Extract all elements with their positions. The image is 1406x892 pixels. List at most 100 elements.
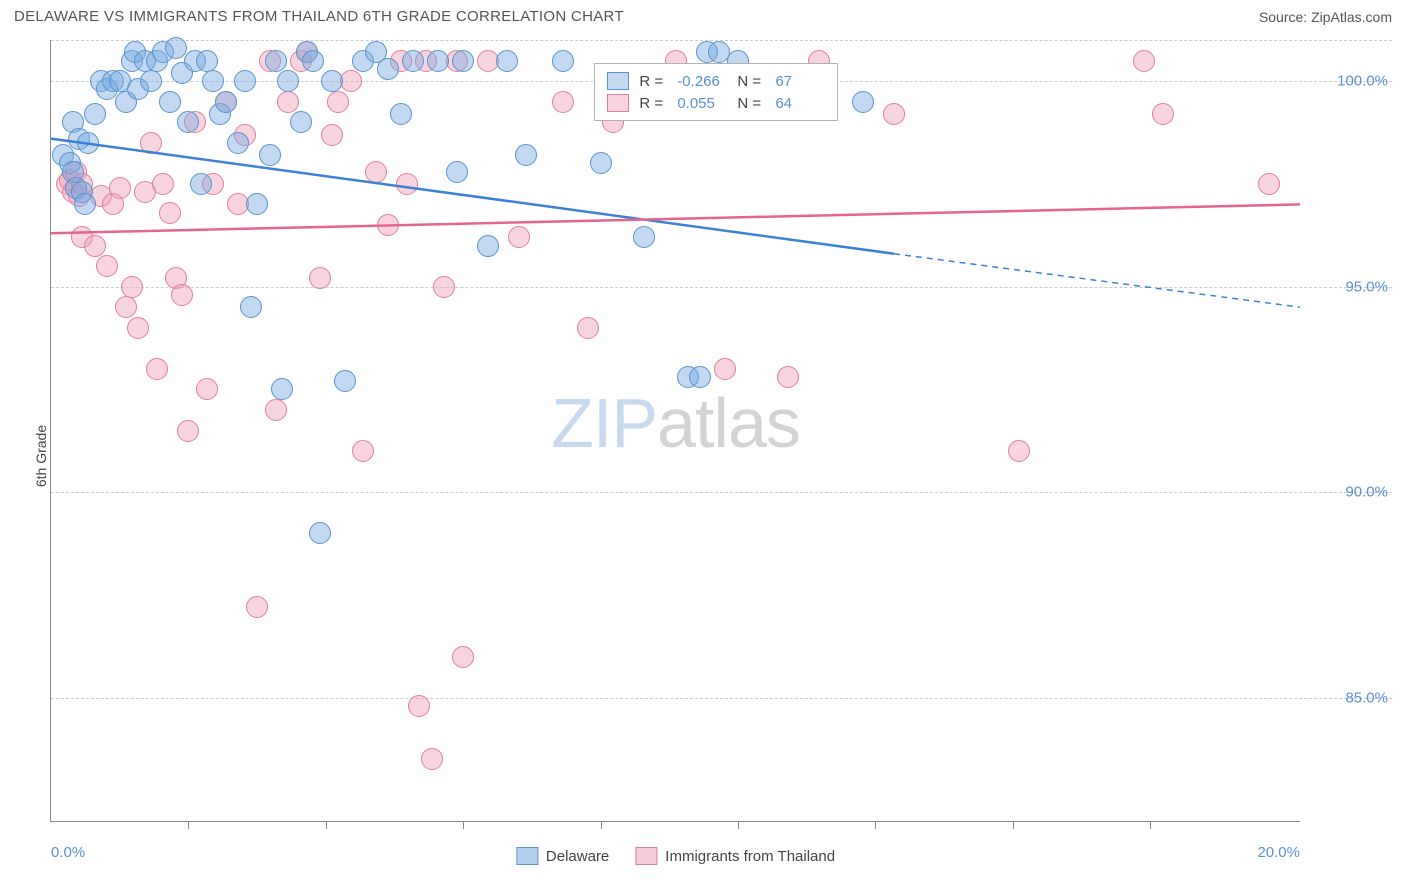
- legend-r-label: R =: [639, 73, 667, 90]
- legend-r-value: -0.266: [677, 73, 727, 90]
- scatter-point: [377, 214, 399, 236]
- legend-swatch: [516, 847, 538, 865]
- scatter-point: [171, 284, 193, 306]
- y-tick-label: 85.0%: [1345, 689, 1388, 706]
- correlation-legend: R =-0.266N =67R =0.055N =64: [594, 63, 838, 121]
- scatter-point: [321, 124, 343, 146]
- scatter-point: [327, 91, 349, 113]
- scatter-point: [590, 152, 612, 174]
- scatter-point: [496, 50, 518, 72]
- legend-item: Delaware: [516, 847, 609, 865]
- scatter-point: [452, 50, 474, 72]
- scatter-point: [271, 378, 293, 400]
- x-tick: [463, 821, 464, 829]
- scatter-point: [177, 420, 199, 442]
- legend-n-value: 64: [775, 95, 825, 112]
- scatter-point: [84, 235, 106, 257]
- chart-header: DELAWARE VS IMMIGRANTS FROM THAILAND 6TH…: [0, 0, 1406, 35]
- gridline: [51, 287, 1392, 288]
- legend-swatch: [607, 94, 629, 112]
- legend-swatch: [635, 847, 657, 865]
- scatter-point: [427, 50, 449, 72]
- legend-row: R =-0.266N =67: [607, 70, 825, 92]
- scatter-point: [433, 276, 455, 298]
- scatter-point: [227, 132, 249, 154]
- scatter-point: [140, 70, 162, 92]
- scatter-point: [190, 173, 212, 195]
- legend-r-label: R =: [639, 95, 667, 112]
- legend-label: Delaware: [546, 848, 609, 865]
- scatter-point: [277, 91, 299, 113]
- scatter-point: [290, 111, 312, 133]
- scatter-point: [1008, 440, 1030, 462]
- legend-swatch: [607, 72, 629, 90]
- x-tick: [738, 821, 739, 829]
- scatter-point: [246, 193, 268, 215]
- scatter-point: [309, 522, 331, 544]
- chart-title: DELAWARE VS IMMIGRANTS FROM THAILAND 6TH…: [14, 8, 624, 25]
- scatter-point: [552, 50, 574, 72]
- y-tick-label: 95.0%: [1345, 278, 1388, 295]
- legend-row: R = 0.055 N = 64: [607, 92, 825, 114]
- scatter-point: [109, 177, 131, 199]
- scatter-point: [234, 70, 256, 92]
- scatter-point: [452, 646, 474, 668]
- y-axis-title: 6th Grade: [33, 425, 49, 487]
- scatter-point: [152, 173, 174, 195]
- scatter-point: [508, 226, 530, 248]
- series-legend: Delaware Immigrants from Thailand: [516, 847, 835, 865]
- scatter-point: [852, 91, 874, 113]
- scatter-point: [334, 370, 356, 392]
- scatter-point: [127, 317, 149, 339]
- x-tick-label: 20.0%: [1257, 844, 1300, 861]
- legend-n-label: N =: [737, 95, 765, 112]
- watermark: ZIPatlas: [551, 383, 800, 463]
- scatter-point: [777, 366, 799, 388]
- y-tick-label: 90.0%: [1345, 484, 1388, 501]
- chart-source: Source: ZipAtlas.com: [1259, 9, 1392, 25]
- scatter-point: [365, 161, 387, 183]
- scatter-point: [714, 358, 736, 380]
- scatter-point: [96, 255, 118, 277]
- scatter-point: [1258, 173, 1280, 195]
- scatter-point: [215, 91, 237, 113]
- scatter-point: [1133, 50, 1155, 72]
- scatter-point: [240, 296, 262, 318]
- legend-item: Immigrants from Thailand: [635, 847, 835, 865]
- gridline: [51, 492, 1392, 493]
- legend-r-value: 0.055: [677, 95, 727, 112]
- scatter-point: [202, 70, 224, 92]
- scatter-point: [196, 378, 218, 400]
- scatter-point: [577, 317, 599, 339]
- scatter-point: [277, 70, 299, 92]
- scatter-point: [421, 748, 443, 770]
- scatter-point: [265, 399, 287, 421]
- x-tick-label: 0.0%: [51, 844, 85, 861]
- scatter-point: [265, 50, 287, 72]
- scatter-point: [1152, 103, 1174, 125]
- scatter-point: [159, 91, 181, 113]
- scatter-point: [408, 695, 430, 717]
- scatter-point: [340, 70, 362, 92]
- scatter-point: [196, 50, 218, 72]
- scatter-point: [633, 226, 655, 248]
- scatter-point: [309, 267, 331, 289]
- trend-lines: [51, 40, 1300, 821]
- y-tick-label: 100.0%: [1337, 73, 1388, 90]
- scatter-point: [146, 358, 168, 380]
- scatter-point: [689, 366, 711, 388]
- x-tick: [1150, 821, 1151, 829]
- scatter-point: [402, 50, 424, 72]
- x-tick: [875, 821, 876, 829]
- scatter-point: [177, 111, 199, 133]
- scatter-point: [246, 596, 268, 618]
- scatter-point: [140, 132, 162, 154]
- scatter-point: [121, 276, 143, 298]
- scatter-point: [159, 202, 181, 224]
- gridline: [51, 698, 1392, 699]
- scatter-point: [883, 103, 905, 125]
- chart-container: 6th Grade ZIPatlas R =-0.266N =67R =0.05…: [14, 40, 1392, 872]
- x-tick: [1013, 821, 1014, 829]
- scatter-point: [74, 193, 96, 215]
- x-tick: [326, 821, 327, 829]
